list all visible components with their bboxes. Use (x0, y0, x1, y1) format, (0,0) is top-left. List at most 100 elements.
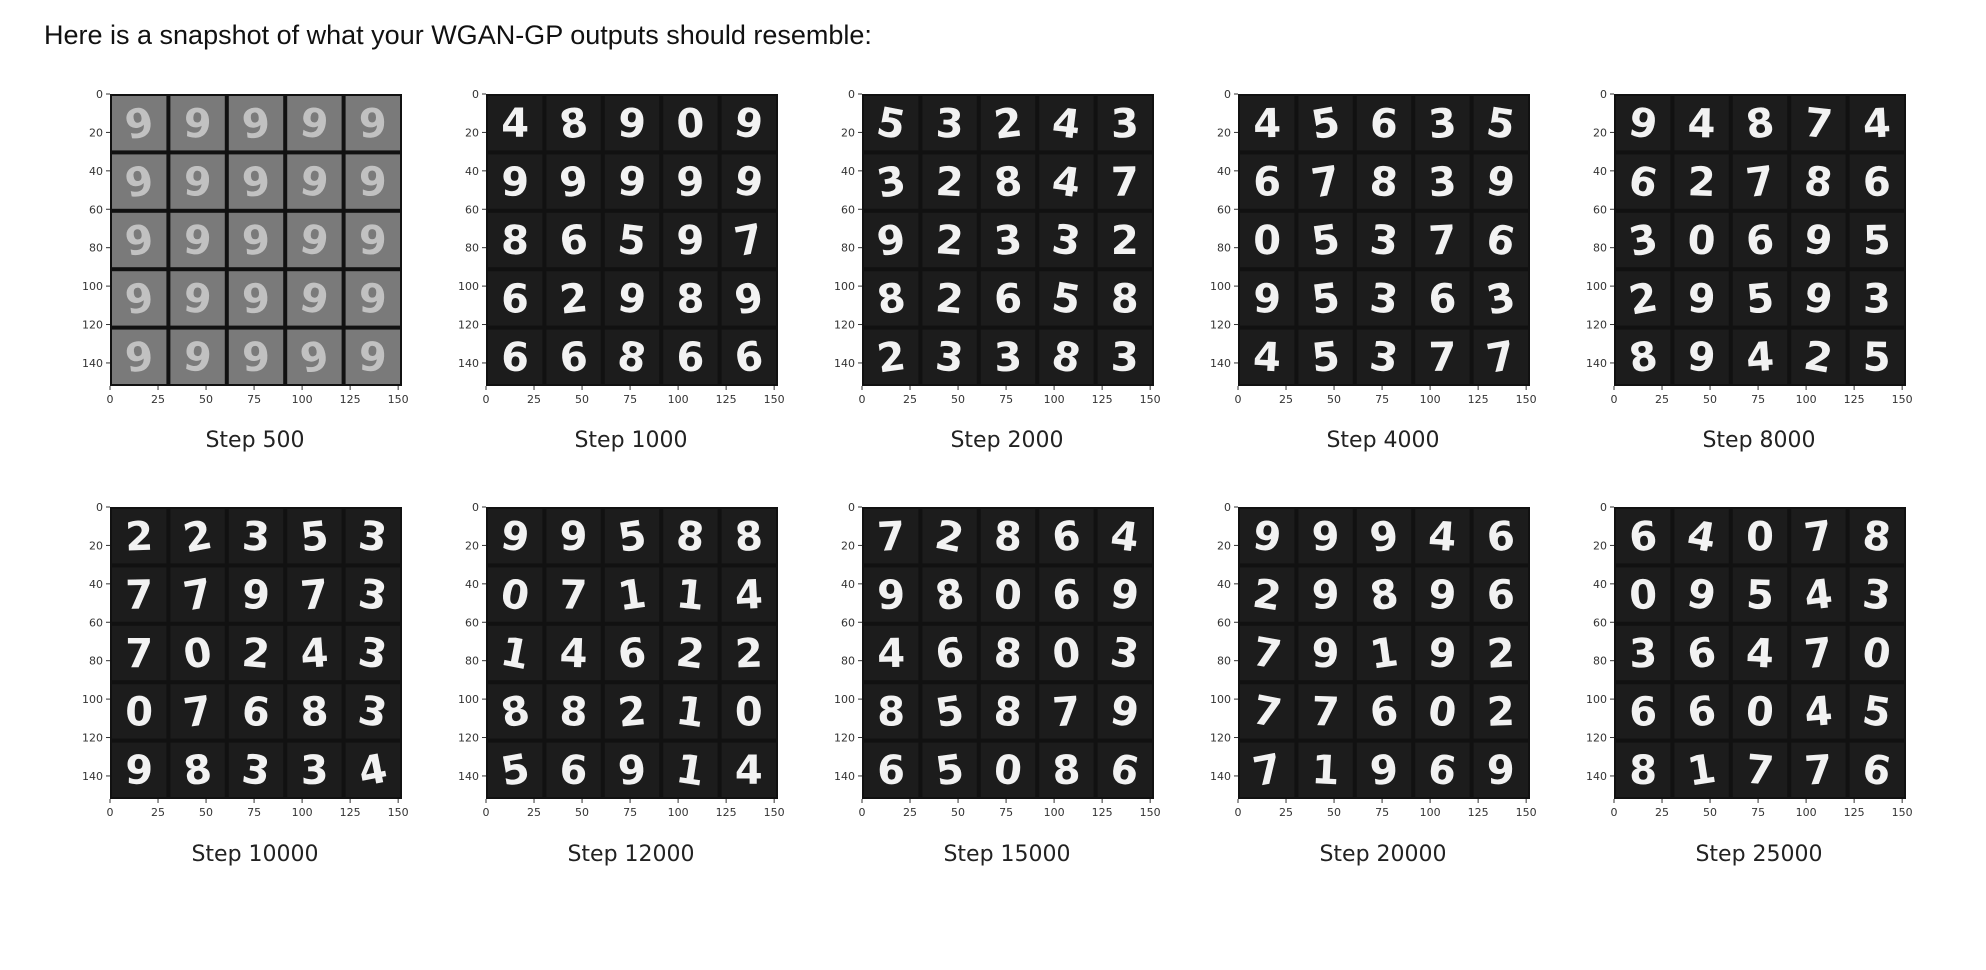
generated-digit: 3 (992, 217, 1024, 265)
generated-digit: 9 (1426, 630, 1458, 679)
generated-digit: 9 (241, 217, 272, 265)
sample-cell (1356, 96, 1412, 151)
generated-digit: 8 (558, 689, 588, 736)
generated-digit: 1 (673, 688, 707, 737)
sample-grid-plot: 2 2 3 5 37 7 9 7 37 0 2 4 30 7 6 8 39 8 3 3 40 25 50 75 100 125 15… (82, 501, 409, 819)
generated-digit: 4 (299, 630, 330, 678)
generated-digit: 9 (501, 159, 530, 205)
generated-digit: 1 (674, 571, 706, 620)
x-tick-label: 75 (1375, 393, 1389, 406)
sample-grid-figure: 4 8 9 0 9 9 9 9 9 9 8 6 5 9 7 6 2 9 8 9 6 6 8 6 6 0 25 50 75 100 125 15… (436, 80, 798, 412)
sample-cell (980, 742, 1036, 797)
x-tick-label: 125 (716, 393, 737, 406)
sample-cell (1732, 684, 1788, 739)
sample-cell (864, 271, 919, 326)
sample-cell (546, 96, 601, 151)
generated-digit: 6 (993, 275, 1024, 323)
generated-digit: 8 (992, 630, 1023, 678)
x-tick-label: 75 (623, 806, 637, 819)
y-tick-label: 40 (1593, 578, 1607, 591)
sample-cell (1473, 509, 1528, 564)
x-tick-label: 25 (1655, 806, 1669, 819)
sample-cell (1616, 212, 1671, 268)
generated-digit: 6 (1629, 689, 1658, 735)
generated-digit: 8 (733, 513, 764, 561)
sample-cell (1791, 271, 1846, 326)
generated-digit: 3 (300, 747, 329, 794)
sample-grid-plot: 9 9 5 8 80 7 1 1 41 4 6 2 28 8 2 1 05 6 9 1 40 25 50 75 100 125 15… (458, 501, 785, 819)
generated-digit: 4 (1427, 513, 1458, 561)
x-tick-label: 25 (1655, 393, 1669, 406)
sample-cell (345, 742, 400, 797)
sample-cell (1415, 329, 1470, 384)
x-tick-label: 50 (951, 806, 965, 819)
sample-cell (1097, 329, 1152, 384)
y-tick-label: 80 (1217, 242, 1231, 255)
y-tick-label: 120 (1210, 732, 1231, 745)
sample-cell (1356, 154, 1412, 209)
y-tick-label: 140 (82, 357, 103, 370)
sample-cell (721, 684, 776, 739)
sample-cell (1849, 212, 1904, 268)
y-tick-label: 0 (848, 88, 855, 101)
sample-cell (980, 212, 1036, 268)
sample-cell (922, 742, 977, 797)
sample-cell (170, 329, 225, 384)
sample-cell (1240, 271, 1295, 326)
generated-digit: 8 (1110, 276, 1139, 322)
sample-cell (1732, 96, 1788, 151)
sample-cell (1791, 96, 1846, 151)
x-tick-label: 100 (1044, 806, 1065, 819)
y-tick-label: 140 (458, 357, 479, 370)
y-tick-label: 0 (1600, 501, 1607, 514)
sample-cell (663, 154, 718, 209)
x-tick-label: 50 (1703, 393, 1717, 406)
x-tick-label: 75 (247, 806, 261, 819)
generated-digit: 6 (1368, 688, 1401, 737)
sample-cell (864, 509, 919, 564)
sample-cell (345, 684, 400, 739)
generated-digit: 2 (616, 688, 648, 737)
generated-digit: 9 (1426, 571, 1458, 619)
sample-cell (228, 684, 284, 739)
sample-cell (1616, 329, 1671, 384)
sample-grid-plot: 4 5 6 3 56 7 8 3 90 5 3 7 69 5 3 6 34 5 3 7 70 25 50 75 100 125 15… (1210, 88, 1537, 406)
sample-cell (1097, 509, 1152, 564)
generated-digit: 7 (299, 571, 331, 619)
y-tick-label: 40 (841, 165, 855, 178)
x-tick-label: 100 (668, 806, 689, 819)
sample-cell (546, 509, 601, 564)
sample-cell (1298, 567, 1353, 622)
sample-cell (721, 509, 776, 564)
generated-digit: 4 (1050, 100, 1083, 149)
sample-cell (1473, 271, 1528, 326)
generated-digit: 8 (992, 688, 1024, 736)
x-tick-label: 0 (859, 393, 866, 406)
x-tick-label: 100 (1796, 806, 1817, 819)
sample-cell (1473, 625, 1528, 681)
x-tick-label: 25 (1279, 393, 1293, 406)
sample-cell (980, 271, 1036, 326)
x-tick-label: 100 (1044, 393, 1065, 406)
generated-digit: 5 (615, 216, 648, 265)
sample-cell (488, 567, 543, 622)
y-tick-label: 120 (458, 319, 479, 332)
sample-cell (112, 684, 167, 739)
x-tick-label: 25 (527, 806, 541, 819)
sample-cell (170, 271, 225, 326)
step-caption: Step 1000 (574, 428, 688, 453)
generated-digit: 7 (1427, 217, 1457, 264)
x-tick-label: 25 (151, 806, 165, 819)
sample-cell (1240, 96, 1295, 151)
sample-cell (922, 625, 977, 681)
generated-digit: 3 (993, 334, 1023, 381)
y-tick-label: 0 (96, 88, 103, 101)
generated-digit: 3 (1427, 159, 1458, 207)
sample-cell (1039, 567, 1094, 622)
x-tick-label: 50 (575, 393, 589, 406)
generated-digit: 7 (125, 631, 153, 677)
x-tick-label: 125 (1844, 806, 1865, 819)
generated-digit: 5 (1309, 216, 1343, 265)
sample-cell (1039, 271, 1094, 326)
generated-digit: 4 (559, 631, 588, 678)
